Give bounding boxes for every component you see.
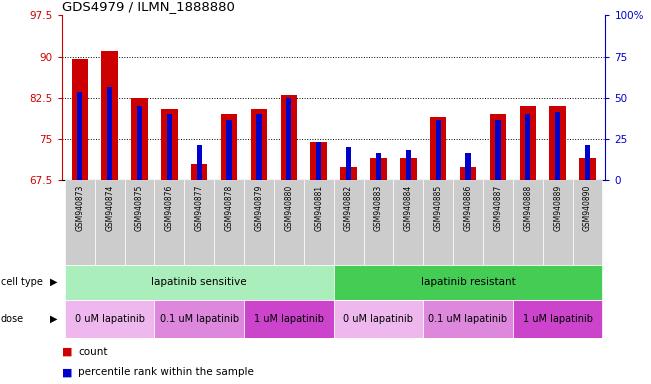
Bar [65,180,94,265]
Bar [465,153,471,180]
Bar [214,180,244,265]
Text: GSM940886: GSM940886 [464,185,473,231]
Bar [333,180,363,265]
Text: 0 uM lapatinib: 0 uM lapatinib [344,314,413,324]
Text: GSM940882: GSM940882 [344,185,353,231]
Bar [316,142,322,180]
Text: GDS4979 / ILMN_1888880: GDS4979 / ILMN_1888880 [62,0,235,13]
Bar [107,87,112,180]
Bar [274,180,304,265]
Bar [281,95,297,180]
Bar [333,265,602,300]
Text: GSM940878: GSM940878 [225,185,234,231]
Bar [346,147,351,180]
Text: ■: ■ [62,367,72,377]
Bar [393,180,423,265]
Bar [197,145,202,180]
Bar [423,180,453,265]
Text: ▶: ▶ [50,314,58,324]
Text: GSM940888: GSM940888 [523,185,533,231]
Bar [65,300,154,338]
Bar [72,60,88,180]
Text: 0.1 uM lapatinib: 0.1 uM lapatinib [428,314,508,324]
Bar [77,93,83,180]
Bar [311,142,327,180]
Text: GSM940881: GSM940881 [314,185,323,231]
Text: GSM940890: GSM940890 [583,185,592,231]
Text: GSM940889: GSM940889 [553,185,562,231]
Bar [579,159,596,180]
Bar [423,300,513,338]
Text: GSM940876: GSM940876 [165,185,174,231]
Bar [573,180,602,265]
Bar [490,114,506,180]
Text: lapatinib sensitive: lapatinib sensitive [152,277,247,287]
Bar [519,106,536,180]
Bar [376,153,381,180]
Text: GSM940880: GSM940880 [284,185,294,231]
Bar [286,98,292,180]
Text: lapatinib resistant: lapatinib resistant [421,277,516,287]
Bar [436,120,441,180]
Bar [400,159,417,180]
Bar [304,180,333,265]
Text: GSM940873: GSM940873 [76,185,84,231]
Text: 1 uM lapatinib: 1 uM lapatinib [254,314,324,324]
Bar [340,167,357,180]
Bar [251,109,267,180]
Bar [495,120,501,180]
Bar [525,114,531,180]
Bar [191,164,208,180]
Text: percentile rank within the sample: percentile rank within the sample [78,367,254,377]
Bar [430,117,447,180]
Text: cell type: cell type [1,277,42,287]
Text: 0.1 uM lapatinib: 0.1 uM lapatinib [159,314,239,324]
Bar [161,109,178,180]
Bar [370,159,387,180]
Bar [513,300,602,338]
Bar [256,114,262,180]
Bar [333,300,423,338]
Text: count: count [78,347,107,357]
Bar [513,180,543,265]
Bar [244,180,274,265]
Bar [227,120,232,180]
Text: ■: ■ [62,347,72,357]
Text: GSM940875: GSM940875 [135,185,144,231]
Bar [453,180,483,265]
Bar [543,180,573,265]
Text: GSM940877: GSM940877 [195,185,204,231]
Bar [124,180,154,265]
Bar [154,180,184,265]
Bar [549,106,566,180]
Bar [221,114,238,180]
Bar [167,114,172,180]
Bar [102,51,118,180]
Text: 0 uM lapatinib: 0 uM lapatinib [75,314,145,324]
Bar [137,106,142,180]
Text: GSM940874: GSM940874 [105,185,114,231]
Text: GSM940887: GSM940887 [493,185,503,231]
Bar [132,98,148,180]
Text: 1 uM lapatinib: 1 uM lapatinib [523,314,592,324]
Bar [585,145,590,180]
Text: GSM940885: GSM940885 [434,185,443,231]
Bar [555,112,561,180]
Bar [94,180,124,265]
Text: dose: dose [1,314,24,324]
Text: GSM940879: GSM940879 [255,185,264,231]
Bar [65,265,333,300]
Text: GSM940883: GSM940883 [374,185,383,231]
Text: GSM940884: GSM940884 [404,185,413,231]
Bar [483,180,513,265]
Text: ▶: ▶ [50,277,58,287]
Bar [460,167,477,180]
Bar [244,300,333,338]
Bar [406,150,411,180]
Bar [154,300,244,338]
Bar [363,180,393,265]
Bar [184,180,214,265]
